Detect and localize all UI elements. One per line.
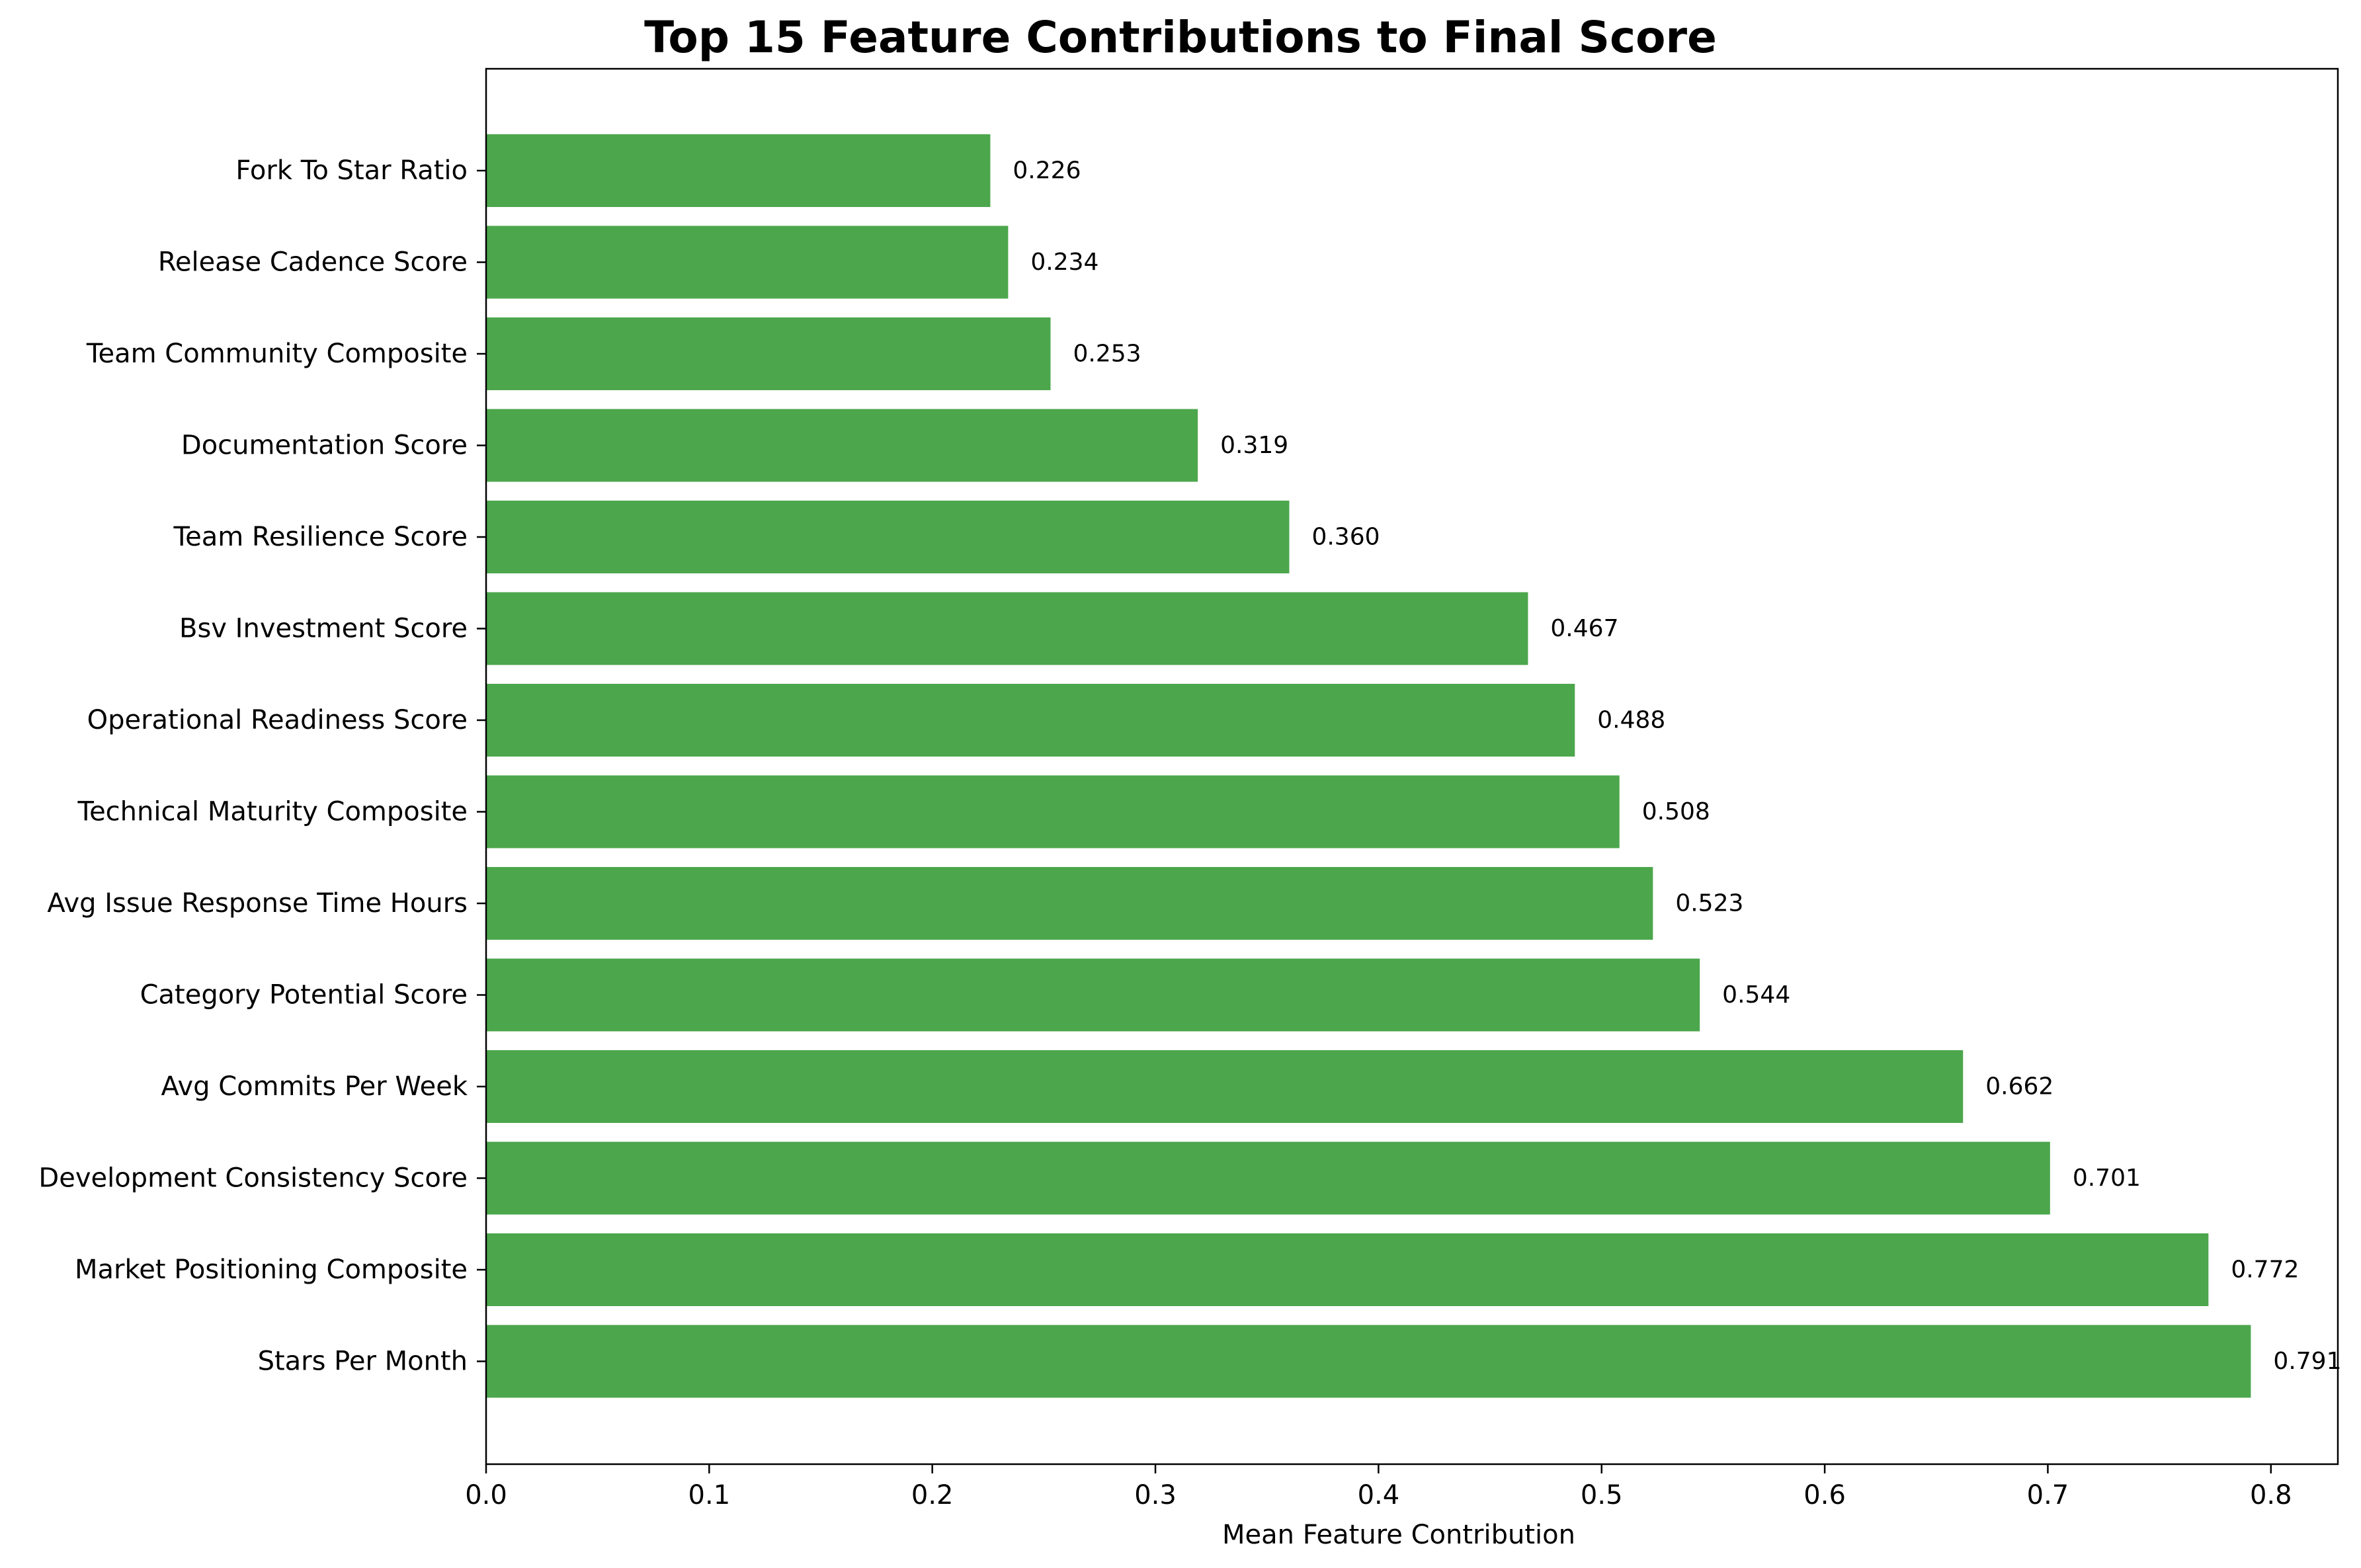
y-tick-label: Development Consistency Score xyxy=(38,1163,468,1194)
bar xyxy=(486,226,1009,299)
x-tick-label: 0.7 xyxy=(2027,1480,2069,1510)
data-label: 0.772 xyxy=(2231,1257,2299,1284)
x-tick-label: 0.1 xyxy=(688,1480,731,1510)
x-tick-label: 0.3 xyxy=(1134,1480,1177,1510)
data-label: 0.662 xyxy=(1985,1073,2053,1100)
y-tick-label: Stars Per Month xyxy=(258,1346,468,1377)
data-label: 0.791 xyxy=(2273,1348,2341,1375)
y-tick-label: Technical Maturity Composite xyxy=(77,797,468,827)
bar xyxy=(486,1233,2209,1306)
y-tick-label: Team Community Composite xyxy=(86,339,468,369)
data-label: 0.226 xyxy=(1013,157,1081,185)
bar xyxy=(486,134,991,207)
y-tick-label: Documentation Score xyxy=(181,431,468,461)
y-tick-label: Bsv Investment Score xyxy=(179,614,468,644)
data-label: 0.523 xyxy=(1675,890,1743,917)
data-label: 0.319 xyxy=(1220,432,1288,459)
data-label: 0.467 xyxy=(1550,615,1618,642)
x-tick-label: 0.5 xyxy=(1581,1480,1623,1510)
data-label: 0.488 xyxy=(1597,707,1665,734)
data-label: 0.701 xyxy=(2073,1165,2141,1192)
chart-title: Top 15 Feature Contributions to Final Sc… xyxy=(644,12,1717,63)
data-label: 0.234 xyxy=(1030,249,1098,276)
y-tick-label: Team Resilience Score xyxy=(173,522,468,552)
data-label: 0.544 xyxy=(1722,981,1790,1009)
bar xyxy=(486,775,1620,848)
x-tick-label: 0.0 xyxy=(465,1480,507,1510)
y-tick-label: Avg Issue Response Time Hours xyxy=(47,888,468,919)
y-tick-label: Market Positioning Composite xyxy=(75,1255,468,1285)
y-tick-label: Release Cadence Score xyxy=(158,247,468,278)
bar xyxy=(486,317,1051,390)
bar xyxy=(486,1050,1964,1123)
bar xyxy=(486,1325,2251,1398)
y-tick-label: Fork To Star Ratio xyxy=(235,155,468,186)
bar xyxy=(486,1141,2050,1215)
data-label: 0.508 xyxy=(1642,798,1710,825)
plot-frame xyxy=(485,67,2339,1465)
bar xyxy=(486,592,1528,665)
bar xyxy=(486,501,1290,573)
y-tick-label: Category Potential Score xyxy=(140,980,468,1011)
data-label: 0.253 xyxy=(1073,341,1141,368)
y-tick-label: Operational Readiness Score xyxy=(87,705,468,735)
x-tick-label: 0.6 xyxy=(1803,1480,1846,1510)
bar xyxy=(486,409,1198,482)
bar xyxy=(486,958,1700,1032)
data-label: 0.360 xyxy=(1311,524,1380,551)
x-tick-label: 0.4 xyxy=(1358,1480,1400,1510)
x-tick-label: 0.8 xyxy=(2250,1480,2292,1510)
bar xyxy=(486,684,1575,757)
y-tick-label: Avg Commits Per Week xyxy=(161,1071,468,1102)
x-axis-label: Mean Feature Contribution xyxy=(1222,1520,1575,1550)
bar xyxy=(486,867,1653,940)
x-tick-label: 0.2 xyxy=(911,1480,954,1510)
